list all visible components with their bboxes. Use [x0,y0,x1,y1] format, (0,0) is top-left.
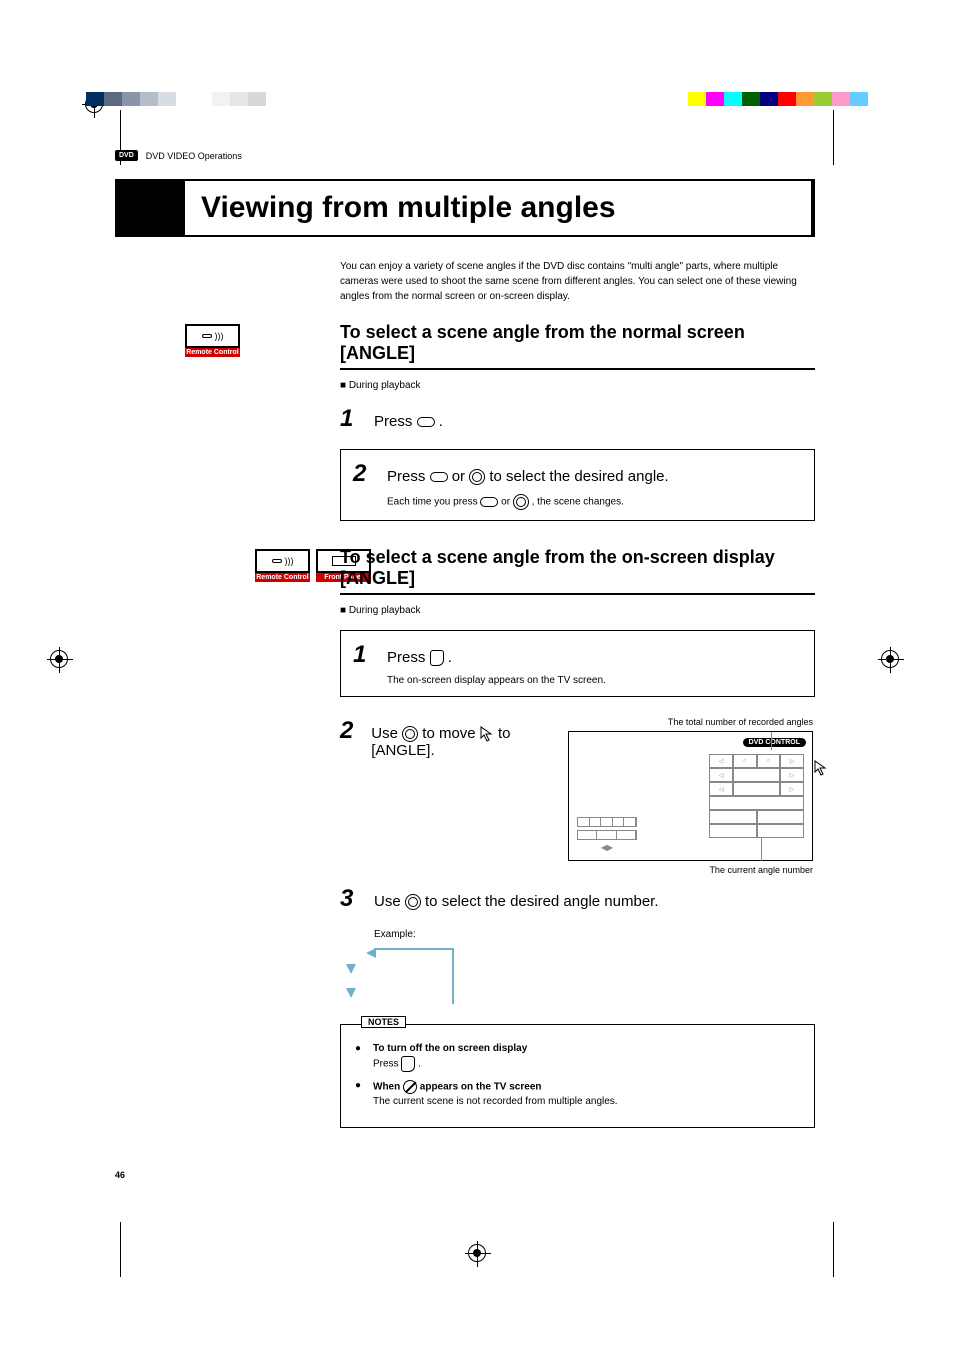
crop-line [833,1222,834,1277]
crop-line [120,1222,121,1277]
notes-box: NOTES To turn off the on screen display … [340,1024,815,1128]
cursor-arrow-icon [814,760,828,776]
section-label: DVD VIDEO Operations [146,151,242,161]
section2-heading: To select a scene angle from the on-scre… [340,547,815,595]
page-number: 46 [115,1170,125,1180]
section1-step2-box: 2 Press or to select the desired angle. … [340,449,815,521]
joystick-icon [402,726,418,742]
step-number: 1 [353,641,373,669]
osd-screen-figure: DVD CONTROL ◁○○▷ ◁▷ ◁▷ ◀▶ [568,731,813,861]
title-ornament [115,179,185,237]
during-playback-label: During playback [340,380,815,391]
osd-caption-top: The total number of recorded angles [568,717,813,727]
page-title: Viewing from multiple angles [185,179,811,237]
step-number: 2 [340,717,357,745]
section1-step1: 1 Press . [340,405,815,433]
joystick-icon [513,494,529,510]
osd-caption-bottom: The current angle number [568,865,813,875]
example-label: Example: [374,929,815,940]
angle-button-icon [430,472,448,482]
dvd-control-label: DVD CONTROL [743,738,806,747]
note-item: To turn off the on screen display Press … [355,1043,800,1072]
example-arrow-diagram [374,948,454,1004]
registration-mark [881,650,899,673]
dvd-badge: DVD [115,150,138,161]
note-item: When appears on the TV screen The curren… [355,1080,800,1107]
page-title-block: Viewing from multiple angles [115,179,815,237]
step1-subtext: The on-screen display appears on the TV … [387,675,802,686]
joystick-icon [469,469,485,485]
step-number: 3 [340,885,360,913]
joystick-icon [405,894,421,910]
registration-mark [50,650,68,673]
prohibit-icon [403,1080,417,1094]
intro-paragraph: You can enjoy a variety of scene angles … [340,259,815,304]
remote-control-badge: ))) Remote Control [185,324,240,357]
example-block: Example: [374,929,815,1004]
color-calibration-bar-right [688,92,868,106]
section2-step3: 3 Use to select the desired angle number… [340,885,815,913]
section1-heading: To select a scene angle from the normal … [340,322,815,370]
section2-step1-box: 1 Press . The on-screen display appears … [340,630,815,697]
cursor-arrow-icon [480,726,494,742]
step-number: 2 [353,460,373,488]
angle-button-icon [480,497,498,507]
angle-button-icon [417,417,435,427]
osd-control-grid: ◁○○▷ ◁▷ ◁▷ [709,754,804,838]
registration-mark [468,1244,486,1267]
color-calibration-bar-left [86,92,266,106]
crop-line [833,110,834,165]
step-number: 1 [340,405,360,433]
onscreen-button-icon [401,1056,415,1072]
step2-with-figure: 2 Use to move to [ANGLE]. The total numb… [340,717,815,875]
onscreen-button-icon [430,650,444,666]
remote-control-badge: ))) Remote Control [255,549,310,582]
running-header: DVD DVD VIDEO Operations [115,150,815,161]
notes-legend: NOTES [361,1016,406,1028]
during-playback-label: During playback [340,605,815,616]
